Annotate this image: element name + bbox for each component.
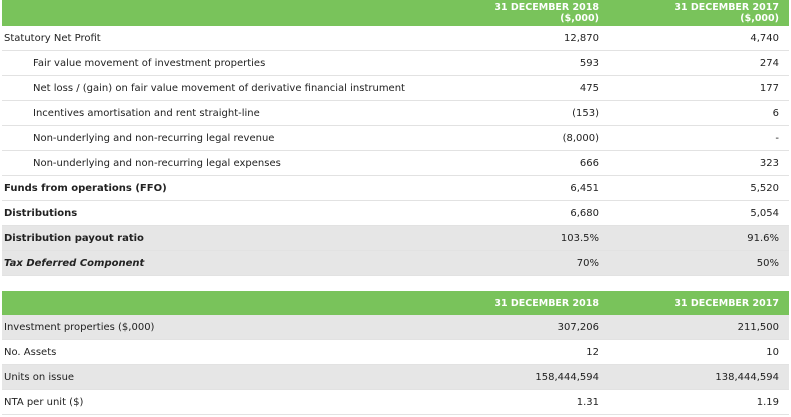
portfolio-table: 31 DECEMBER 2018 31 DECEMBER 2017 Invest…	[2, 291, 789, 415]
table-spacer	[2, 276, 789, 291]
header-2017: 31 DECEMBER 2017	[601, 291, 789, 315]
row-value-2018: 6,451	[471, 175, 601, 201]
row-value-2017: 323	[601, 150, 789, 176]
row-value-2017: 138,444,594	[601, 364, 789, 390]
ffo-table: 31 DECEMBER 2018 ($,000) 31 DECEMBER 201…	[2, 0, 789, 276]
row-value-2017: 274	[601, 50, 789, 76]
header-2017: 31 DECEMBER 2017 ($,000)	[601, 0, 789, 26]
row-value-2018: 70%	[471, 250, 601, 276]
row-value-2017: 91.6%	[601, 225, 789, 251]
row-value-2017: 5,520	[601, 175, 789, 201]
row-value-2018: 307,206	[471, 315, 601, 340]
row-value-2017: 4,740	[601, 26, 789, 51]
header-2018-date: 31 DECEMBER 2018	[494, 2, 599, 13]
row-value-2017: 5,054	[601, 200, 789, 226]
row-value-2017: 6	[601, 100, 789, 126]
table-row: Net loss / (gain) on fair value movement…	[2, 75, 789, 101]
row-label: Incentives amortisation and rent straigh…	[2, 100, 471, 126]
row-value-2018: 12	[471, 339, 601, 365]
table-row: Fair value movement of investment proper…	[2, 50, 789, 76]
row-value-2017: 1.19	[601, 389, 789, 415]
row-label: Net loss / (gain) on fair value movement…	[2, 75, 471, 101]
row-label: NTA per unit ($)	[2, 389, 471, 415]
row-label: Funds from operations (FFO)	[2, 175, 471, 201]
row-label: Tax Deferred Component	[2, 250, 471, 276]
row-label: Distributions	[2, 200, 471, 226]
row-value-2018: 1.31	[471, 389, 601, 415]
row-label: Units on issue	[2, 364, 471, 390]
table-row: Units on issue 158,444,594 138,444,594	[2, 364, 789, 390]
row-value-2018: 593	[471, 50, 601, 76]
row-value-2018: 666	[471, 150, 601, 176]
portfolio-table-header: 31 DECEMBER 2018 31 DECEMBER 2017	[2, 291, 789, 315]
header-2017-date: 31 DECEMBER 2017	[674, 2, 779, 13]
table-row: No. Assets 12 10	[2, 339, 789, 365]
header-empty-cell	[2, 291, 471, 315]
row-label: Fair value movement of investment proper…	[2, 50, 471, 76]
row-value-2018: (8,000)	[471, 125, 601, 151]
table-row: Funds from operations (FFO) 6,451 5,520	[2, 175, 789, 201]
header-empty-cell	[2, 0, 471, 26]
row-value-2018: 6,680	[471, 200, 601, 226]
table-row: Distribution payout ratio 103.5% 91.6%	[2, 225, 789, 251]
table-row: Tax Deferred Component 70% 50%	[2, 250, 789, 276]
row-value-2018: 12,870	[471, 26, 601, 51]
row-value-2017: 211,500	[601, 315, 789, 340]
row-label: Non-underlying and non-recurring legal e…	[2, 150, 471, 176]
row-value-2017: 10	[601, 339, 789, 365]
row-value-2018: 475	[471, 75, 601, 101]
row-value-2017: -	[601, 125, 789, 151]
header-2018: 31 DECEMBER 2018 ($,000)	[471, 0, 601, 26]
table-row: NTA per unit ($) 1.31 1.19	[2, 389, 789, 415]
row-value-2018: (153)	[471, 100, 601, 126]
row-label: Non-underlying and non-recurring legal r…	[2, 125, 471, 151]
table-row: Incentives amortisation and rent straigh…	[2, 100, 789, 126]
table-row: Distributions 6,680 5,054	[2, 200, 789, 226]
table-row: Non-underlying and non-recurring legal r…	[2, 125, 789, 151]
row-label: Distribution payout ratio	[2, 225, 471, 251]
header-2017-unit: ($,000)	[740, 13, 779, 24]
row-value-2018: 103.5%	[471, 225, 601, 251]
row-label: Investment properties ($,000)	[2, 315, 471, 340]
row-value-2018: 158,444,594	[471, 364, 601, 390]
row-label: Statutory Net Profit	[2, 26, 471, 51]
table-row: Statutory Net Profit 12,870 4,740	[2, 26, 789, 51]
header-2018: 31 DECEMBER 2018	[471, 291, 601, 315]
row-value-2017: 50%	[601, 250, 789, 276]
table-row: Non-underlying and non-recurring legal e…	[2, 150, 789, 176]
table-row: Investment properties ($,000) 307,206 21…	[2, 315, 789, 340]
ffo-table-header: 31 DECEMBER 2018 ($,000) 31 DECEMBER 201…	[2, 0, 789, 26]
header-2018-unit: ($,000)	[560, 13, 599, 24]
row-value-2017: 177	[601, 75, 789, 101]
row-label: No. Assets	[2, 339, 471, 365]
